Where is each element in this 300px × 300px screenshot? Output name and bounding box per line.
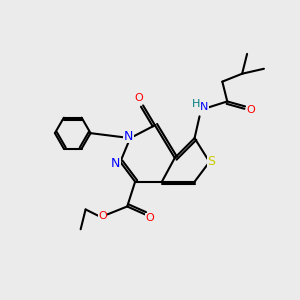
Text: N: N (124, 130, 133, 142)
Text: N: N (111, 158, 120, 170)
Text: O: O (146, 213, 154, 224)
Text: S: S (207, 155, 215, 168)
Text: O: O (247, 105, 255, 116)
Text: O: O (135, 94, 143, 103)
Text: N: N (200, 102, 209, 112)
Text: H: H (191, 99, 200, 110)
Text: O: O (98, 212, 107, 221)
